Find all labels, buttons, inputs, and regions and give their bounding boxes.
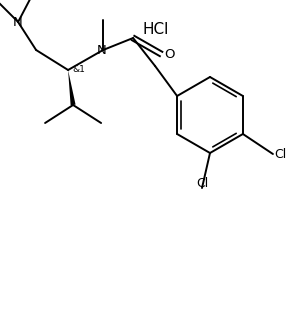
Text: &1: &1	[72, 65, 85, 74]
Text: Cl: Cl	[196, 177, 208, 190]
Text: Cl: Cl	[274, 147, 286, 160]
Polygon shape	[68, 70, 76, 105]
Text: O: O	[164, 48, 175, 61]
Text: HCl: HCl	[142, 22, 169, 38]
Text: N: N	[13, 15, 23, 28]
Text: N: N	[97, 44, 107, 57]
